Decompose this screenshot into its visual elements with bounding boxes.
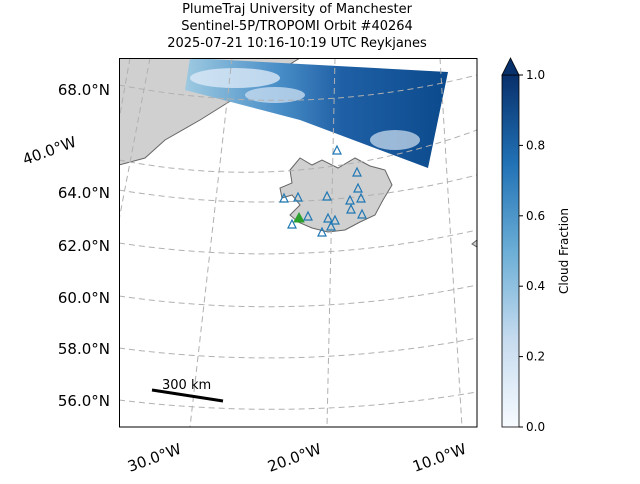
colorbar-tick-label: 1.0 xyxy=(526,68,545,82)
cloud-patch xyxy=(370,130,420,150)
colorbar-extend xyxy=(501,57,520,76)
colorbar-label: Cloud Fraction xyxy=(557,208,571,294)
colorbar: 0.0 0.2 0.4 0.6 0.8 1.0 xyxy=(501,57,545,434)
lon-label: 20.0°W xyxy=(265,440,324,476)
colorbar-tick-label: 0.2 xyxy=(526,350,545,364)
title-line: Sentinel-5P/TROPOMI Orbit #40264 xyxy=(181,19,413,34)
lat-label: 68.0°N xyxy=(58,81,110,99)
lat-label: 56.0°N xyxy=(58,392,110,410)
lon-label: 40.0°W xyxy=(20,133,79,169)
map-frame xyxy=(119,58,478,428)
cloud-patch xyxy=(245,87,305,103)
lat-label: 58.0°N xyxy=(58,340,110,358)
title-line: PlumeTraj University of Manchester xyxy=(182,2,412,17)
lat-label: 64.0°N xyxy=(58,184,110,202)
cloud-patch xyxy=(190,68,280,88)
scale-bar xyxy=(151,388,224,403)
scale-bar-label: 300 km xyxy=(162,378,211,393)
land xyxy=(471,239,477,248)
colorbar-tick-label: 0.6 xyxy=(526,209,545,223)
colorbar-tick-label: 0.0 xyxy=(526,420,545,434)
colorbar-tick-label: 0.4 xyxy=(526,279,545,293)
eruption-marker xyxy=(293,211,305,223)
title-line: 2025-07-21 10:16-10:19 UTC Reykjanes xyxy=(167,36,427,51)
lon-label: 10.0°W xyxy=(410,440,469,476)
map-area xyxy=(119,58,477,427)
colorbar-tick-label: 0.8 xyxy=(526,138,545,152)
colorbar-body xyxy=(501,74,520,428)
lat-label: 60.0°N xyxy=(58,289,110,307)
lat-labels: 68.0°N 64.0°N 62.0°N 60.0°N 58.0°N 56.0°… xyxy=(58,81,110,410)
lat-label: 62.0°N xyxy=(58,237,110,255)
lon-label: 30.0°W xyxy=(125,440,184,476)
volcano-markers xyxy=(279,144,367,237)
